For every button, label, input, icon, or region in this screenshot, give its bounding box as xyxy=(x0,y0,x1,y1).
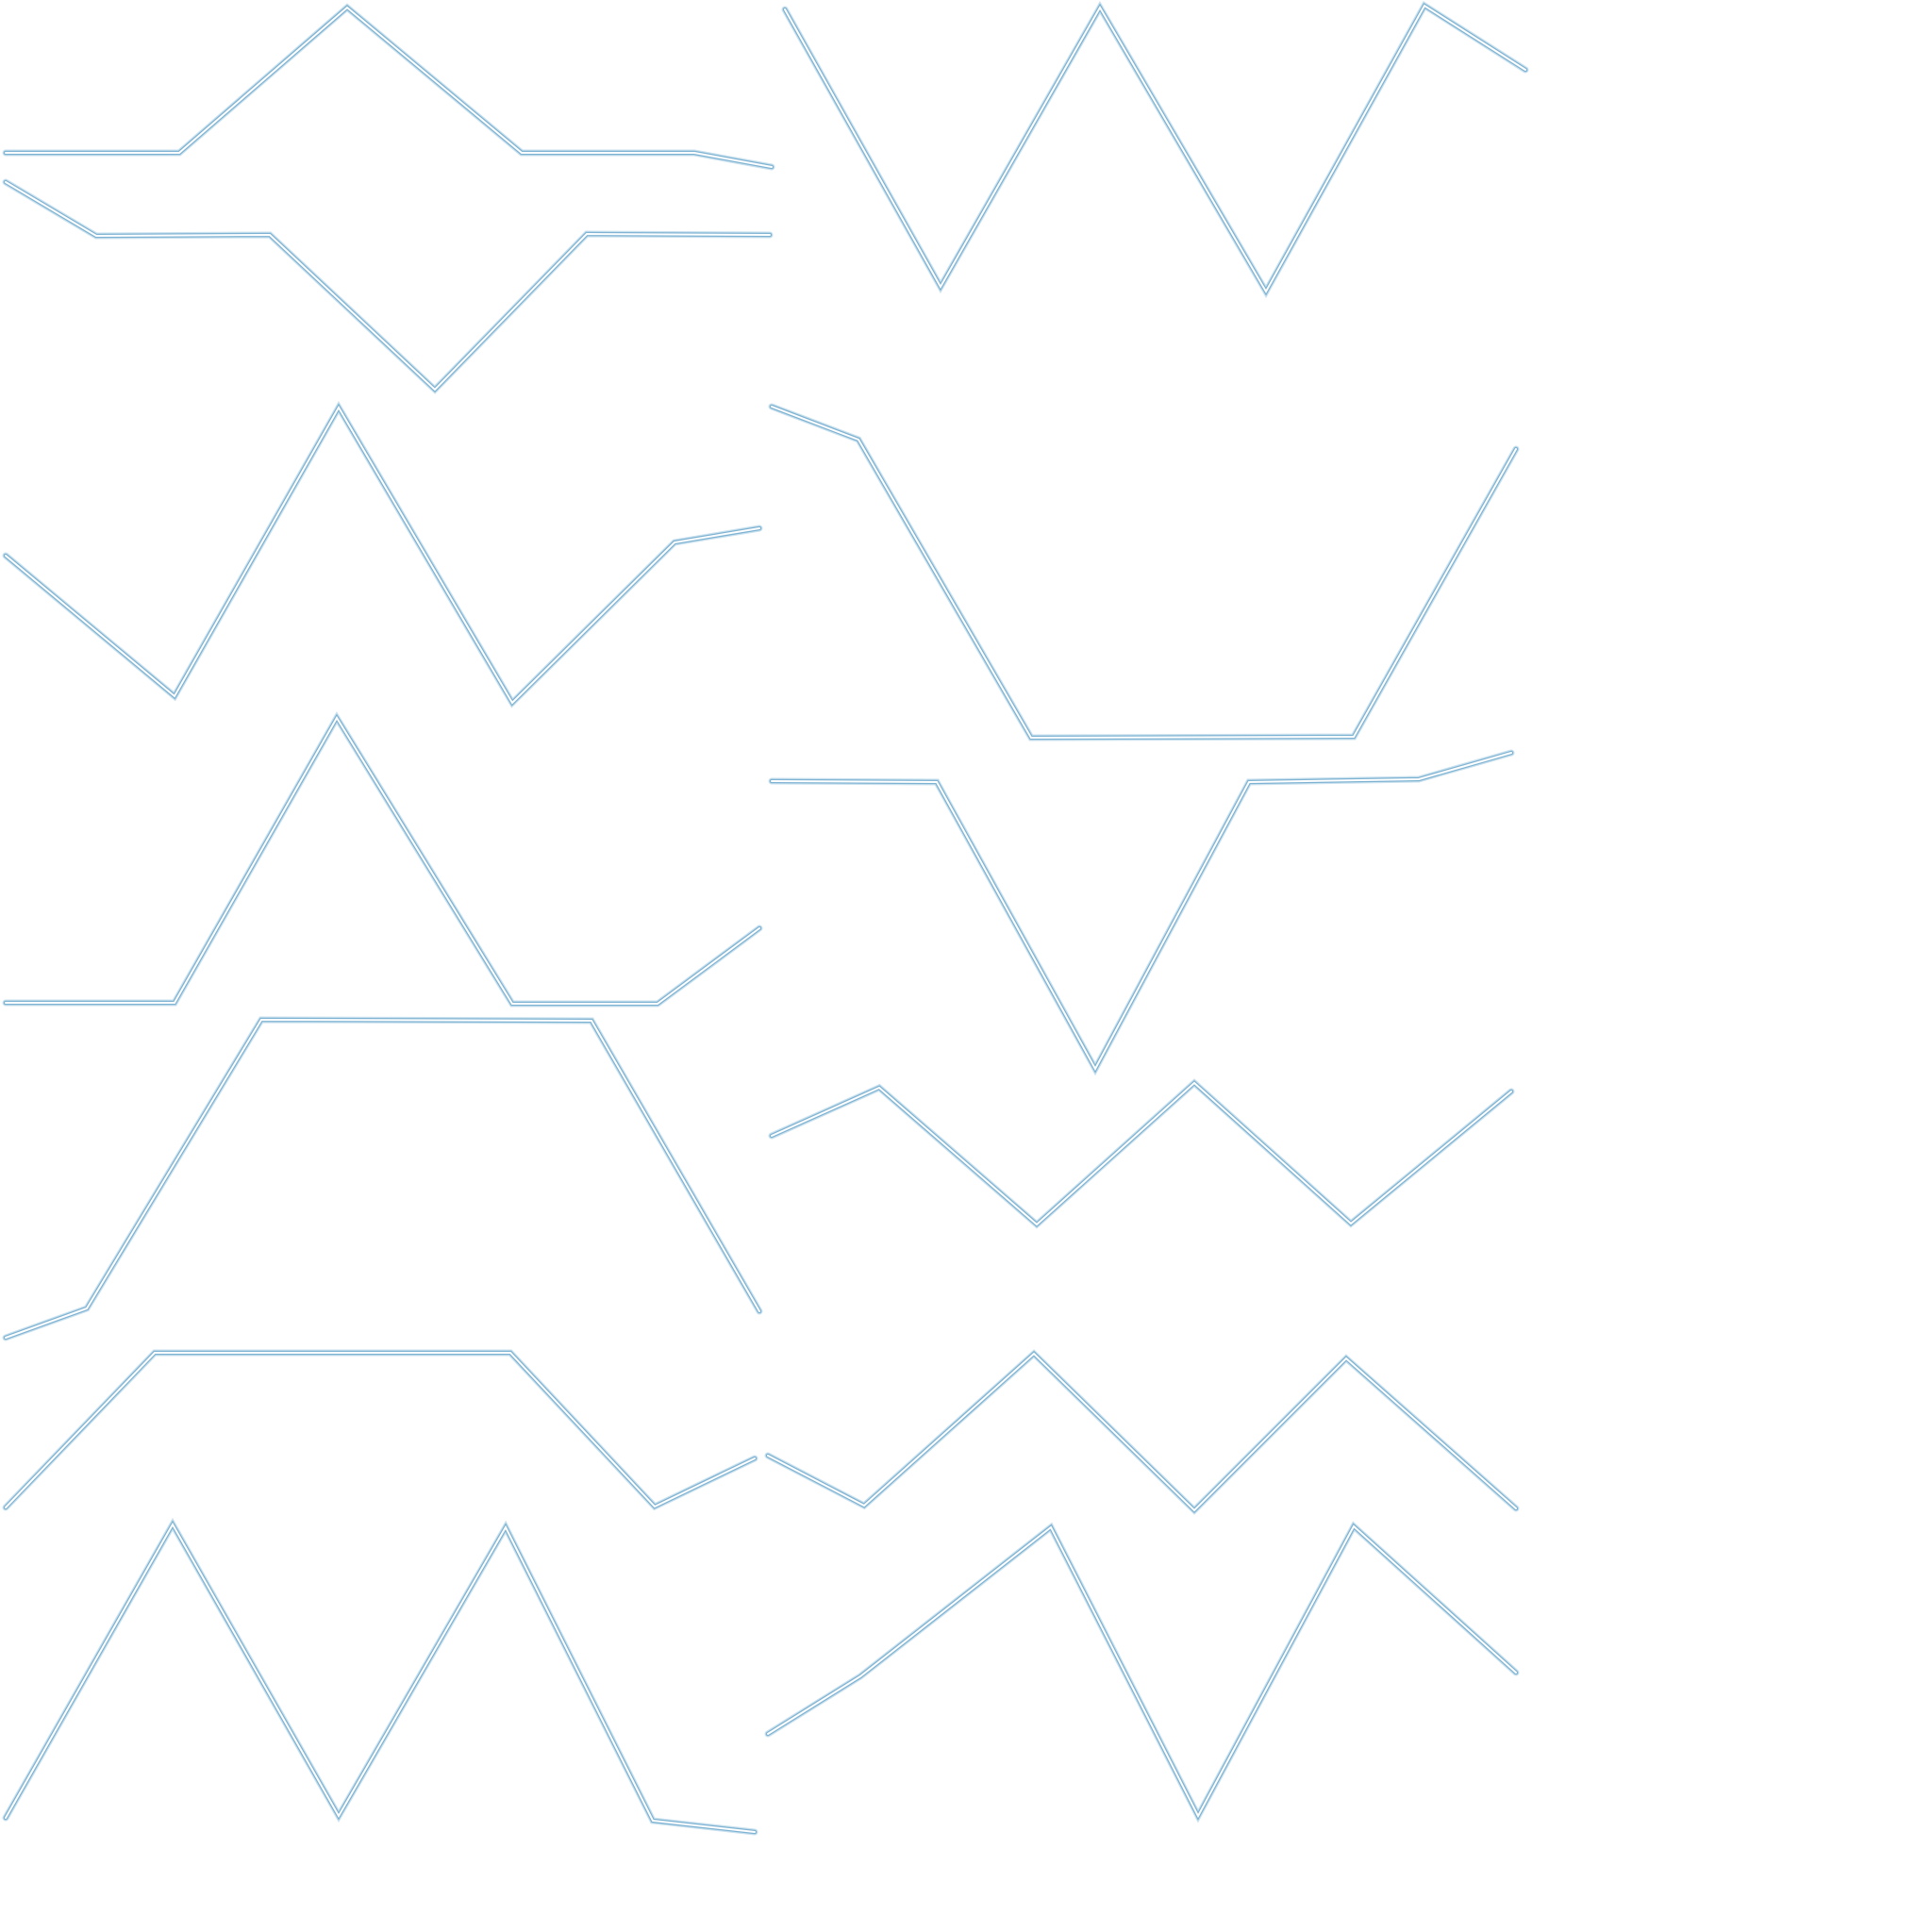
line-2-glow xyxy=(2,178,774,394)
line-10-glow xyxy=(2,1349,758,1511)
line-5-core xyxy=(771,406,1517,740)
line-2-edge xyxy=(3,179,773,393)
line-7-core xyxy=(771,752,1512,1072)
line-10 xyxy=(2,1349,758,1511)
line-7-glow xyxy=(768,749,1515,1076)
line-11-edge xyxy=(765,1350,1519,1514)
line-13-edge xyxy=(765,1523,1519,1821)
line-9-core xyxy=(771,1081,1512,1226)
line-8-glow xyxy=(2,1016,763,1341)
line-11-glow xyxy=(764,1349,1520,1515)
line-2-core xyxy=(5,181,771,391)
line-4-core xyxy=(5,406,760,705)
line-7 xyxy=(768,749,1515,1076)
line-9-edge xyxy=(769,1079,1514,1228)
line-12-core xyxy=(5,1522,756,1833)
line-1-core xyxy=(5,6,773,168)
line-8 xyxy=(2,1016,763,1341)
line-13 xyxy=(764,1521,1520,1824)
line-6-edge xyxy=(3,713,762,1007)
line-12-edge xyxy=(3,1520,758,1835)
line-2 xyxy=(2,178,774,394)
line-6-glow xyxy=(2,711,763,1008)
line-3-glow xyxy=(781,1,1529,299)
line-5 xyxy=(768,403,1520,741)
line-6 xyxy=(2,711,763,1008)
line-4-edge xyxy=(3,403,762,707)
line-5-glow xyxy=(768,403,1520,741)
line-12 xyxy=(2,1517,758,1836)
line-10-core xyxy=(5,1352,756,1508)
line-1-glow xyxy=(2,3,775,171)
line-10-edge xyxy=(3,1350,758,1510)
line-4-glow xyxy=(2,401,763,708)
line-9 xyxy=(768,1078,1515,1229)
line-8-core xyxy=(5,1018,760,1339)
line-1 xyxy=(2,3,775,171)
line-5-edge xyxy=(769,404,1519,741)
line-3-core xyxy=(784,4,1526,294)
line-1-edge xyxy=(3,5,774,170)
line-3-edge xyxy=(782,2,1528,296)
line-3 xyxy=(781,1,1529,299)
line-12-glow xyxy=(2,1517,758,1836)
line-7-edge xyxy=(769,750,1514,1074)
line-11 xyxy=(764,1349,1520,1515)
line-9-glow xyxy=(768,1078,1515,1229)
line-4 xyxy=(2,401,763,708)
line-8-edge xyxy=(3,1017,762,1341)
line-6-core xyxy=(5,716,760,1005)
line-11-core xyxy=(767,1352,1517,1512)
line-13-core xyxy=(767,1524,1517,1819)
